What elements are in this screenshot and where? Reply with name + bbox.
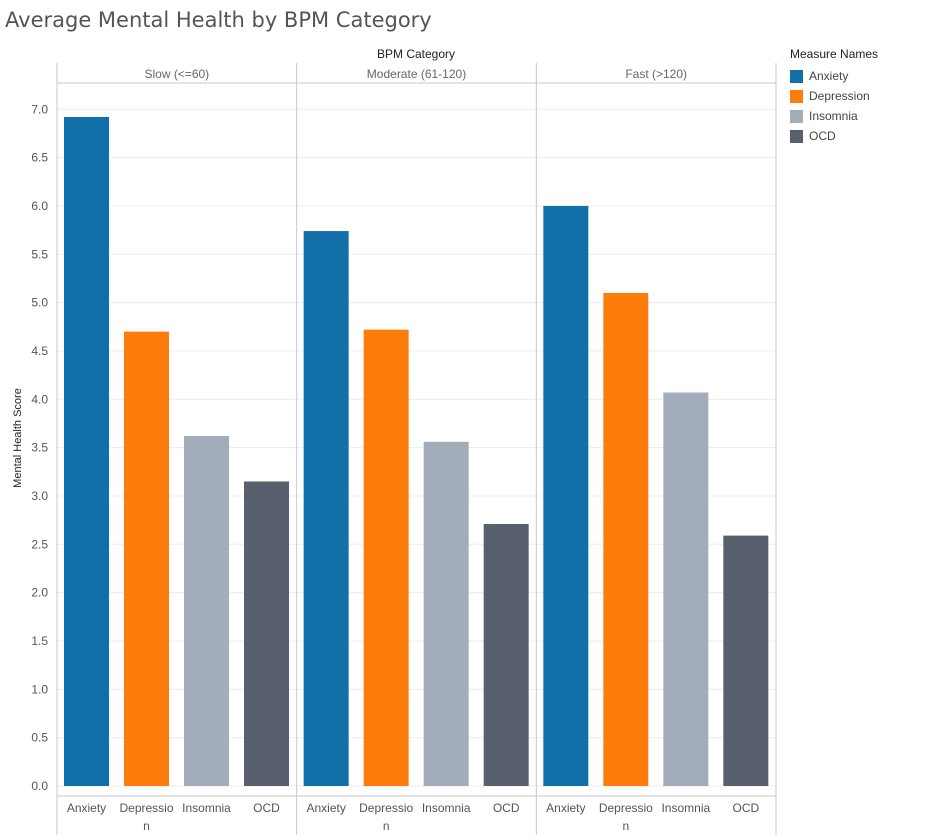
- legend-title: Measure Names: [790, 47, 879, 61]
- bar-anxiety: [64, 117, 109, 786]
- legend-label-depression: Depression: [809, 89, 870, 103]
- panel-header: Fast (>120): [625, 67, 687, 81]
- y-tick-label: 3.5: [31, 441, 48, 455]
- y-tick-label: 0.0: [31, 779, 48, 793]
- bar-layer: [64, 117, 769, 787]
- x-tick-label: Insomnia: [182, 801, 231, 815]
- legend-swatch-depression: [790, 89, 803, 103]
- x-tick-label: Insomnia: [422, 801, 471, 815]
- x-tick-label: OCD: [493, 801, 520, 815]
- y-tick-label: 5.0: [31, 296, 48, 310]
- bar-ocd: [723, 535, 769, 786]
- legend-label-anxiety: Anxiety: [809, 69, 849, 83]
- y-tick-label: 4.0: [31, 392, 48, 406]
- legend-item-depression[interactable]: Depression: [790, 86, 925, 106]
- panel-header: Moderate (61-120): [367, 67, 466, 81]
- bar-ocd: [244, 481, 289, 786]
- y-tick-label: 2.0: [31, 586, 48, 600]
- legend-label-ocd: OCD: [809, 129, 836, 143]
- y-tick-label: 6.5: [31, 151, 48, 165]
- x-tick-label: Depressio: [599, 801, 653, 815]
- panel-layer: [56, 63, 777, 835]
- panel-header: Slow (<=60): [144, 67, 209, 81]
- y-tick-label: 0.5: [31, 731, 48, 745]
- bar-ocd: [483, 524, 529, 786]
- x-tick-label: Anxiety: [306, 801, 345, 815]
- y-tick-label: 3.0: [31, 489, 48, 503]
- x-tick-label: Depressio: [119, 801, 173, 815]
- x-tick-label: n: [622, 819, 629, 833]
- y-tick-label: 5.5: [31, 247, 48, 261]
- x-tick-label: OCD: [253, 801, 280, 815]
- y-tick-label: 1.0: [31, 682, 48, 696]
- bar-insomnia: [663, 392, 709, 786]
- y-tick-label: 1.5: [31, 634, 48, 648]
- column-header: BPM Category: [377, 47, 455, 61]
- legend-label-insomnia: Insomnia: [809, 109, 858, 123]
- y-tick-label: 4.5: [31, 344, 48, 358]
- legend-swatch-anxiety: [790, 69, 803, 83]
- bar-anxiety: [303, 231, 349, 787]
- y-tick-label: 7.0: [31, 102, 48, 116]
- bar-depression: [363, 329, 409, 786]
- legend: Measure Names Anxiety Depression Insomni…: [790, 47, 925, 146]
- bar-depression: [603, 292, 649, 786]
- grid-layer: [57, 108, 776, 787]
- legend-item-insomnia[interactable]: Insomnia: [790, 106, 925, 126]
- y-axis-title: Mental Health Score: [12, 388, 24, 488]
- bar-anxiety: [543, 205, 589, 786]
- legend-swatch-insomnia: [790, 109, 803, 123]
- x-tick-label: Insomnia: [661, 801, 710, 815]
- legend-item-anxiety[interactable]: Anxiety: [790, 66, 925, 86]
- y-tick-label: 2.5: [31, 537, 48, 551]
- bar-depression: [124, 331, 169, 786]
- chart-title: Average Mental Health by BPM Category: [5, 8, 432, 32]
- y-tick-label: 6.0: [31, 199, 48, 213]
- x-tick-label: n: [143, 819, 150, 833]
- x-tick-label: Anxiety: [67, 801, 106, 815]
- x-tick-label: n: [383, 819, 390, 833]
- legend-item-ocd[interactable]: OCD: [790, 126, 925, 146]
- bar-insomnia: [423, 441, 469, 786]
- axis-layer: 0.0 0.5 1.0 1.5 2.0 2.5 3.0 3.5 4.0 4.5 5.0 5.5 6.0 6…: [31, 67, 759, 833]
- x-tick-label: Anxiety: [546, 801, 585, 815]
- x-tick-label: OCD: [732, 801, 759, 815]
- bar-insomnia: [184, 436, 229, 786]
- x-tick-label: Depressio: [359, 801, 413, 815]
- legend-swatch-ocd: [790, 129, 803, 143]
